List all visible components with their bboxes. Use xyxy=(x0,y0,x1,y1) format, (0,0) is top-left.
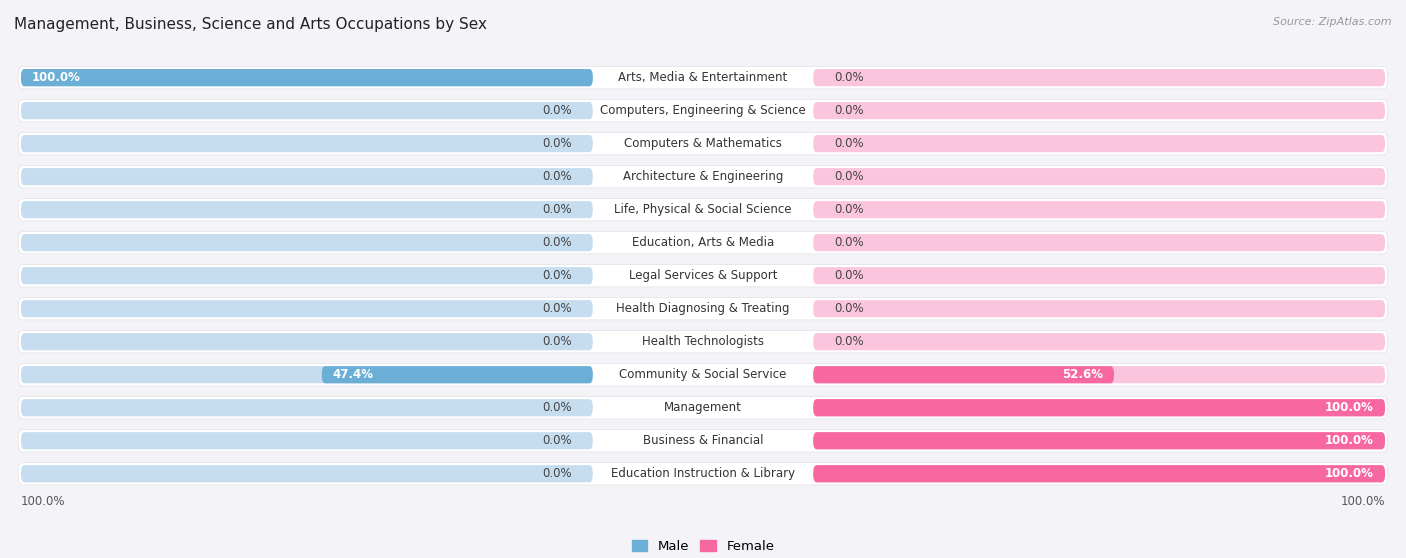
Text: 0.0%: 0.0% xyxy=(543,335,572,348)
Legend: Male, Female: Male, Female xyxy=(626,535,780,558)
FancyBboxPatch shape xyxy=(813,465,1385,482)
Text: 0.0%: 0.0% xyxy=(834,137,863,150)
FancyBboxPatch shape xyxy=(18,330,1388,353)
FancyBboxPatch shape xyxy=(21,267,593,284)
FancyBboxPatch shape xyxy=(21,102,593,119)
FancyBboxPatch shape xyxy=(813,399,1385,416)
FancyBboxPatch shape xyxy=(21,465,593,482)
FancyBboxPatch shape xyxy=(21,69,593,86)
FancyBboxPatch shape xyxy=(21,399,593,416)
Text: Source: ZipAtlas.com: Source: ZipAtlas.com xyxy=(1274,17,1392,27)
FancyBboxPatch shape xyxy=(21,300,593,318)
Text: 0.0%: 0.0% xyxy=(834,236,863,249)
Text: 0.0%: 0.0% xyxy=(543,401,572,414)
FancyBboxPatch shape xyxy=(813,333,1385,350)
FancyBboxPatch shape xyxy=(813,465,1385,482)
FancyBboxPatch shape xyxy=(18,264,1388,287)
FancyBboxPatch shape xyxy=(18,363,1388,386)
Text: Management, Business, Science and Arts Occupations by Sex: Management, Business, Science and Arts O… xyxy=(14,17,486,32)
Text: 0.0%: 0.0% xyxy=(834,104,863,117)
Text: Life, Physical & Social Science: Life, Physical & Social Science xyxy=(614,203,792,216)
FancyBboxPatch shape xyxy=(813,432,1385,449)
FancyBboxPatch shape xyxy=(18,99,1388,122)
Text: 100.0%: 100.0% xyxy=(1324,467,1374,480)
Text: 0.0%: 0.0% xyxy=(543,302,572,315)
FancyBboxPatch shape xyxy=(18,232,1388,254)
Text: Community & Social Service: Community & Social Service xyxy=(619,368,787,381)
Text: 0.0%: 0.0% xyxy=(834,269,863,282)
Text: 0.0%: 0.0% xyxy=(834,203,863,216)
FancyBboxPatch shape xyxy=(813,102,1385,119)
Text: Management: Management xyxy=(664,401,742,414)
Text: 0.0%: 0.0% xyxy=(543,203,572,216)
Text: 0.0%: 0.0% xyxy=(543,434,572,448)
Text: 0.0%: 0.0% xyxy=(543,170,572,183)
Text: 52.6%: 52.6% xyxy=(1062,368,1102,381)
FancyBboxPatch shape xyxy=(21,366,593,383)
Text: 0.0%: 0.0% xyxy=(543,104,572,117)
Text: 0.0%: 0.0% xyxy=(543,236,572,249)
FancyBboxPatch shape xyxy=(813,366,1114,383)
Text: 100.0%: 100.0% xyxy=(1324,401,1374,414)
Text: Architecture & Engineering: Architecture & Engineering xyxy=(623,170,783,183)
FancyBboxPatch shape xyxy=(813,168,1385,185)
FancyBboxPatch shape xyxy=(21,168,593,185)
Text: 0.0%: 0.0% xyxy=(543,269,572,282)
Text: 0.0%: 0.0% xyxy=(834,170,863,183)
FancyBboxPatch shape xyxy=(21,135,593,152)
Text: Computers, Engineering & Science: Computers, Engineering & Science xyxy=(600,104,806,117)
Text: 100.0%: 100.0% xyxy=(1324,434,1374,448)
Text: Business & Financial: Business & Financial xyxy=(643,434,763,448)
Text: Arts, Media & Entertainment: Arts, Media & Entertainment xyxy=(619,71,787,84)
FancyBboxPatch shape xyxy=(21,69,593,86)
FancyBboxPatch shape xyxy=(21,234,593,251)
Text: 47.4%: 47.4% xyxy=(333,368,374,381)
Text: 0.0%: 0.0% xyxy=(834,302,863,315)
FancyBboxPatch shape xyxy=(813,432,1385,449)
FancyBboxPatch shape xyxy=(813,234,1385,251)
Text: 100.0%: 100.0% xyxy=(1340,496,1385,508)
FancyBboxPatch shape xyxy=(18,463,1388,485)
FancyBboxPatch shape xyxy=(813,201,1385,218)
FancyBboxPatch shape xyxy=(322,366,593,383)
FancyBboxPatch shape xyxy=(813,366,1385,383)
FancyBboxPatch shape xyxy=(813,300,1385,318)
Text: Health Diagnosing & Treating: Health Diagnosing & Treating xyxy=(616,302,790,315)
Text: 0.0%: 0.0% xyxy=(834,335,863,348)
FancyBboxPatch shape xyxy=(813,399,1385,416)
FancyBboxPatch shape xyxy=(813,69,1385,86)
Text: Education Instruction & Library: Education Instruction & Library xyxy=(612,467,794,480)
FancyBboxPatch shape xyxy=(18,132,1388,155)
Text: 0.0%: 0.0% xyxy=(543,467,572,480)
FancyBboxPatch shape xyxy=(18,297,1388,320)
Text: 100.0%: 100.0% xyxy=(32,71,82,84)
FancyBboxPatch shape xyxy=(18,66,1388,89)
FancyBboxPatch shape xyxy=(813,267,1385,284)
Text: 0.0%: 0.0% xyxy=(834,71,863,84)
Text: Education, Arts & Media: Education, Arts & Media xyxy=(631,236,775,249)
Text: 0.0%: 0.0% xyxy=(543,137,572,150)
FancyBboxPatch shape xyxy=(21,333,593,350)
FancyBboxPatch shape xyxy=(18,397,1388,419)
Text: Computers & Mathematics: Computers & Mathematics xyxy=(624,137,782,150)
FancyBboxPatch shape xyxy=(813,135,1385,152)
FancyBboxPatch shape xyxy=(18,430,1388,452)
FancyBboxPatch shape xyxy=(18,199,1388,221)
Text: Health Technologists: Health Technologists xyxy=(643,335,763,348)
Text: Legal Services & Support: Legal Services & Support xyxy=(628,269,778,282)
FancyBboxPatch shape xyxy=(18,166,1388,188)
FancyBboxPatch shape xyxy=(21,201,593,218)
Text: 100.0%: 100.0% xyxy=(21,496,66,508)
FancyBboxPatch shape xyxy=(21,432,593,449)
